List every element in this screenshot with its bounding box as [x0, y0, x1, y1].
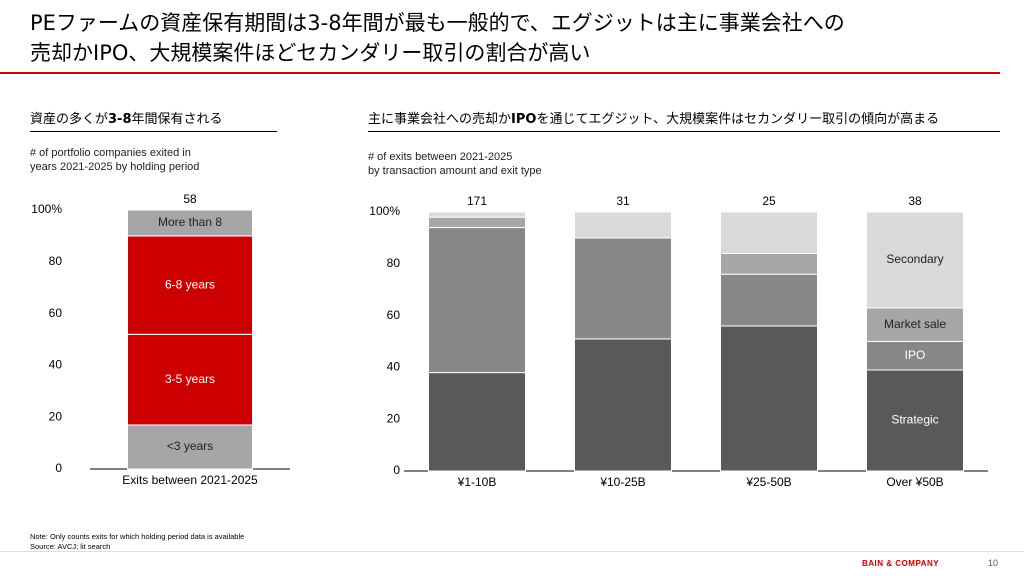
segment-label: 3-5 years [165, 372, 215, 386]
text: # of portfolio companies exited in [30, 147, 191, 159]
y-tick-label: 80 [49, 254, 63, 268]
total-label: 58 [183, 192, 197, 206]
total-label: 31 [616, 194, 630, 208]
x-tick-label: ¥10-25B [599, 475, 645, 489]
x-tick-label: ¥25-50B [745, 475, 791, 489]
text: # of exits between 2021-2025 [368, 151, 513, 163]
text: 3-8 [108, 112, 132, 127]
y-tick-label: 0 [55, 461, 62, 475]
y-tick-label: 20 [387, 411, 401, 425]
y-tick-label: 0 [393, 463, 400, 477]
segment-label: Secondary [886, 252, 943, 266]
section-title: 主に事業会社への売却かIPOを通じてエグジット、大規模案件はセカンダリー取引の傾… [368, 108, 1000, 132]
footnote: Note: Only counts exits for which holdin… [30, 532, 244, 552]
note: Note: Only counts exits for which holdin… [30, 532, 245, 541]
text: を通じてエグジット、大規模案件はセカンダリー取引の傾向が高まる [536, 112, 940, 127]
text: years 2021-2025 by holding period [30, 161, 200, 173]
bar-segment [866, 307, 964, 342]
page-number: 10 [988, 558, 999, 568]
x-tick-label: Over ¥50B [886, 475, 943, 489]
bar-segment [574, 237, 672, 340]
title-line: 売却かIPO、大規模案件ほどセカンダリー取引の割合が高い [30, 41, 591, 65]
text: IPO [511, 112, 537, 127]
segment-label: <3 years [167, 439, 213, 453]
total-label: 171 [467, 194, 487, 208]
bar-segment [428, 211, 526, 218]
bar-segment [127, 235, 253, 335]
text: 資産の多くが [30, 112, 109, 127]
bar-segment [428, 372, 526, 472]
chart-subtitle: # of exits between 2021-2025 by transacti… [368, 150, 542, 178]
bar-segment [574, 338, 672, 472]
bar-segment [428, 227, 526, 374]
segment-label: 6-8 years [165, 277, 215, 291]
bar-segment [127, 209, 253, 237]
bar-segment [720, 252, 818, 275]
slide-title: PEファームの資産保有期間は3-8年間が最も一般的で、エグジットは主に事業会社へ… [30, 8, 845, 68]
brand: BAIN & COMPANY [862, 559, 940, 568]
section-title: 資産の多くが3-8年間保有される [30, 108, 277, 132]
bar-segment [720, 211, 818, 254]
source: Source: AVCJ; lit search [30, 542, 111, 551]
bar-segment [127, 424, 253, 470]
bar-segment [866, 211, 964, 309]
total-label: 25 [762, 194, 776, 208]
bar-segment [428, 216, 526, 229]
segment-label: Strategic [891, 413, 938, 427]
bar-segment [720, 325, 818, 472]
segment-label: Market sale [884, 317, 946, 331]
y-tick-label: 40 [387, 360, 401, 374]
text: by transaction amount and exit type [368, 165, 542, 177]
x-tick-label: ¥1-10B [457, 475, 497, 489]
total-label: 38 [908, 194, 922, 208]
y-tick-label: 60 [49, 306, 63, 320]
chart-subtitle: # of portfolio companies exited in years … [30, 146, 199, 174]
x-tick-label: Exits between 2021-2025 [122, 473, 258, 487]
y-tick-label: 40 [49, 358, 63, 372]
y-tick-label: 20 [49, 409, 63, 423]
bar-segment [574, 211, 672, 239]
y-tick-label: 100% [31, 202, 62, 216]
title-line: PEファームの資産保有期間は3-8年間が最も一般的で、エグジットは主に事業会社へ… [30, 11, 845, 35]
footer-rule [0, 551, 1024, 552]
segment-label: IPO [905, 348, 926, 362]
text: 年間保有される [131, 112, 223, 127]
text: 主に事業会社への売却か [368, 112, 512, 127]
y-tick-label: 60 [387, 308, 401, 322]
bar-segment [866, 341, 964, 371]
bar-segment [127, 333, 253, 426]
bar-segment [720, 273, 818, 327]
title-rule [0, 72, 1000, 74]
y-tick-label: 80 [387, 256, 401, 270]
segment-label: More than 8 [158, 215, 222, 229]
y-tick-label: 100% [369, 204, 400, 218]
